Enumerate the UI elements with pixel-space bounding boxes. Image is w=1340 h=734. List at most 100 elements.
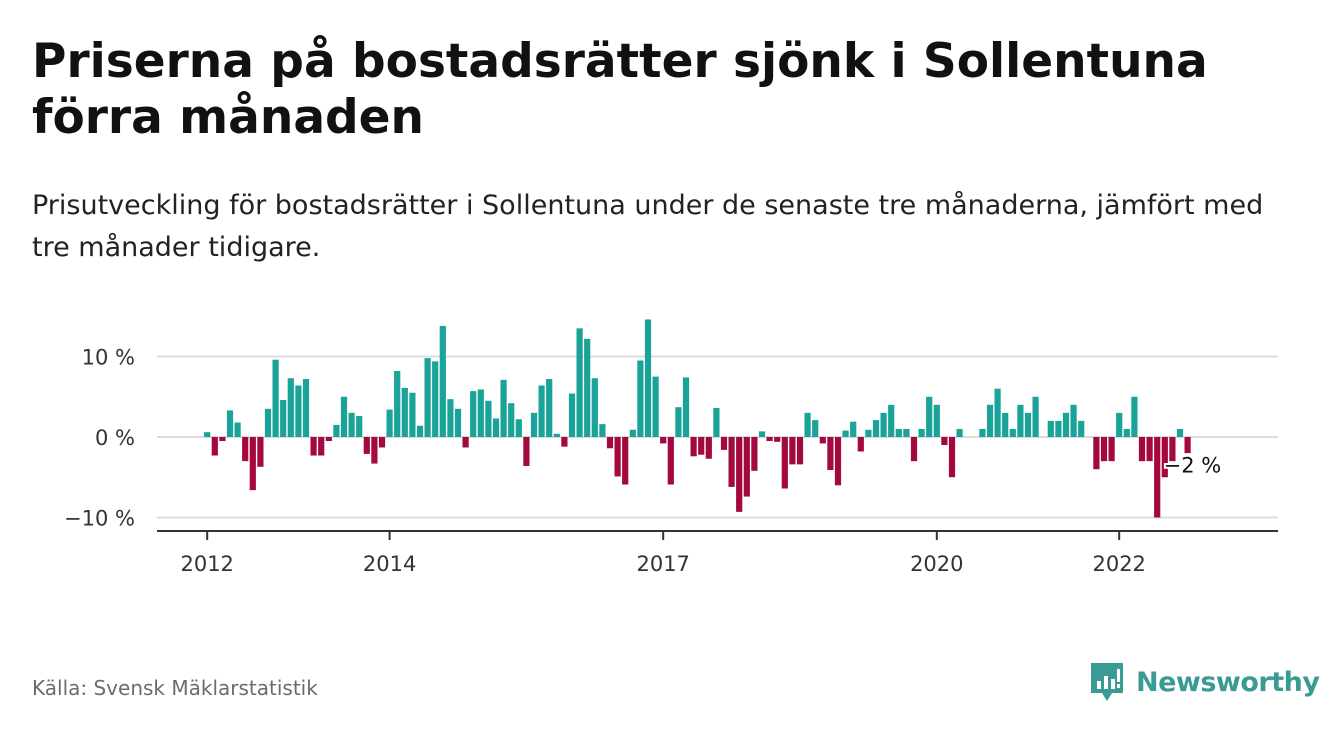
- bar: [910, 437, 918, 462]
- bar: [584, 338, 591, 437]
- bar: [758, 431, 766, 437]
- bar: [538, 385, 545, 437]
- bar: [485, 400, 492, 437]
- x-tick-label: 2017: [636, 552, 689, 576]
- bar: [356, 416, 363, 437]
- bar: [812, 420, 819, 438]
- bar: [660, 437, 667, 444]
- x-axis: [157, 530, 1278, 540]
- bar: [743, 437, 750, 497]
- bar: [865, 429, 872, 437]
- bar-chart: 10 % 0 % −10 % 2012 2014 2017 2020 2022 −2 %: [64, 319, 1278, 576]
- bar: [698, 437, 705, 455]
- bar: [576, 328, 583, 437]
- bar: [979, 428, 986, 437]
- bar: [888, 404, 895, 437]
- bar: [470, 391, 477, 438]
- bar: [394, 370, 401, 437]
- bar: [675, 407, 682, 437]
- bar: [690, 437, 697, 457]
- bar: [462, 437, 469, 448]
- bar: [432, 361, 439, 437]
- bar: [796, 437, 804, 465]
- bar: [310, 437, 317, 456]
- bar: [257, 437, 264, 467]
- bar: [325, 437, 332, 442]
- bar: [264, 408, 272, 437]
- bar: [371, 437, 378, 464]
- bar: [705, 437, 712, 459]
- bar: [781, 437, 788, 489]
- newsworthy-logo-icon: [1091, 663, 1123, 701]
- bar: [926, 396, 933, 437]
- bar: [804, 412, 811, 437]
- bar: [766, 437, 773, 442]
- bar: [302, 379, 310, 437]
- x-tick-label: 2012: [180, 552, 233, 576]
- bar: [546, 379, 553, 437]
- bar: [713, 408, 720, 437]
- bar: [272, 359, 279, 437]
- bar: [234, 422, 241, 437]
- bar: [530, 412, 538, 437]
- bar: [591, 378, 598, 438]
- y-tick-label: 10 %: [82, 346, 135, 370]
- bar: [523, 437, 530, 466]
- bar: [880, 412, 887, 437]
- bar: [834, 437, 842, 486]
- bar: [941, 437, 948, 446]
- bar: [637, 360, 644, 437]
- bar: [1138, 437, 1146, 462]
- bar: [644, 319, 652, 437]
- bar: [1184, 437, 1191, 454]
- newsworthy-logo[interactable]: Newsworthy: [1088, 660, 1320, 704]
- bar: [1161, 437, 1168, 478]
- x-tick-label: 2020: [910, 552, 963, 576]
- x-tick-label: 2014: [363, 552, 416, 576]
- bar: [872, 420, 880, 438]
- x-tick-label: 2022: [1092, 552, 1145, 576]
- bar: [895, 428, 902, 437]
- bar: [1032, 396, 1039, 437]
- bar: [682, 377, 690, 437]
- bar: [477, 389, 484, 437]
- bar: [667, 437, 674, 485]
- bar: [933, 404, 940, 437]
- brand-name: Newsworthy: [1136, 666, 1320, 698]
- bar: [1070, 404, 1077, 437]
- bar: [447, 399, 454, 437]
- bar: [348, 412, 355, 437]
- bar: [409, 392, 416, 438]
- bar: [515, 419, 522, 437]
- bar: [994, 388, 1001, 437]
- bar: [211, 437, 218, 456]
- last-value-label: −2 %: [1164, 453, 1222, 477]
- bar: [903, 428, 910, 437]
- bar: [736, 437, 743, 512]
- bar: [386, 409, 393, 437]
- bar: [751, 437, 758, 471]
- bar: [1169, 437, 1176, 462]
- bar: [956, 428, 963, 437]
- bar: [1123, 428, 1130, 437]
- bar: [599, 424, 606, 437]
- bar: [1154, 437, 1161, 518]
- bar: [1116, 412, 1123, 437]
- bar: [1131, 396, 1138, 437]
- bar: [1093, 437, 1100, 470]
- bar: [401, 387, 408, 437]
- bar: [1108, 437, 1115, 462]
- bar: [416, 425, 424, 437]
- bar: [720, 437, 728, 450]
- chart-subtitle: Prisutveckling för bostadsrätter i Solle…: [32, 190, 1264, 263]
- bar: [1002, 412, 1009, 437]
- bar: [219, 437, 226, 442]
- bar: [439, 325, 446, 437]
- bars: [204, 319, 1191, 518]
- bar: [1062, 412, 1070, 437]
- bar: [1146, 437, 1153, 462]
- bar: [204, 432, 211, 437]
- bar: [827, 437, 834, 471]
- bar: [819, 437, 826, 444]
- bar: [1055, 420, 1062, 437]
